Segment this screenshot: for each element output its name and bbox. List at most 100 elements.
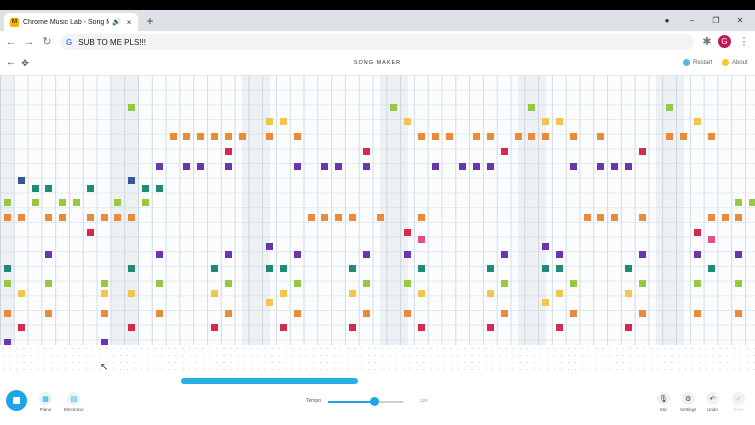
note-cell[interactable] — [280, 118, 287, 126]
note-cell[interactable] — [569, 309, 577, 317]
note-cell[interactable] — [45, 184, 53, 192]
note-cell[interactable] — [735, 280, 743, 288]
note-cell[interactable] — [280, 324, 287, 332]
note-cell[interactable] — [59, 199, 67, 207]
note-cell[interactable] — [86, 228, 94, 236]
note-cell[interactable] — [280, 265, 287, 273]
note-cell[interactable] — [680, 133, 688, 141]
note-cell[interactable] — [321, 162, 329, 170]
note-cell[interactable] — [238, 133, 246, 141]
instrument-piano-button[interactable]: ▦ Piano — [39, 392, 52, 412]
browser-tab[interactable]: M Chrome Music Lab - Song M 🔊 × — [4, 13, 138, 31]
note-cell[interactable] — [666, 103, 674, 111]
note-cell[interactable] — [473, 133, 481, 141]
note-cell[interactable] — [362, 309, 370, 317]
note-cell[interactable] — [583, 213, 591, 221]
note-cell[interactable] — [418, 265, 425, 273]
note-cell[interactable] — [707, 133, 715, 141]
note-cell[interactable] — [31, 184, 39, 192]
note-cell[interactable] — [418, 290, 425, 298]
note-cell[interactable] — [556, 290, 563, 298]
note-cell[interactable] — [4, 338, 11, 346]
note-cell[interactable] — [155, 184, 163, 192]
note-cell[interactable] — [556, 118, 563, 126]
note-cell[interactable] — [735, 309, 743, 317]
note-cell[interactable] — [142, 184, 149, 192]
note-cell[interactable] — [307, 213, 315, 221]
melody-grid[interactable] — [0, 75, 755, 346]
save-button[interactable]: ✓ Save — [732, 392, 745, 412]
note-cell[interactable] — [142, 199, 149, 207]
note-cell[interactable] — [569, 280, 577, 288]
note-cell[interactable] — [542, 265, 550, 273]
note-cell[interactable] — [611, 213, 619, 221]
note-cell[interactable] — [556, 324, 563, 332]
note-cell[interactable] — [100, 309, 108, 317]
note-cell[interactable] — [418, 133, 425, 141]
horizontal-scrollbar[interactable] — [181, 378, 358, 384]
note-cell[interactable] — [128, 213, 136, 221]
note-cell[interactable] — [362, 147, 370, 155]
note-cell[interactable] — [707, 265, 715, 273]
note-cell[interactable] — [17, 213, 25, 221]
note-cell[interactable] — [349, 324, 356, 332]
note-cell[interactable] — [473, 162, 481, 170]
note-cell[interactable] — [707, 213, 715, 221]
note-cell[interactable] — [293, 280, 301, 288]
note-cell[interactable] — [155, 250, 163, 258]
note-cell[interactable] — [45, 280, 53, 288]
window-close-button[interactable]: ✕ — [736, 16, 744, 25]
percussion-grid[interactable] — [0, 345, 755, 373]
note-cell[interactable] — [335, 213, 343, 221]
note-cell[interactable] — [542, 299, 550, 307]
note-cell[interactable] — [4, 309, 11, 317]
omnibox[interactable]: G SUB TO ME PLS!!! — [60, 34, 694, 50]
note-cell[interactable] — [638, 250, 646, 258]
note-cell[interactable] — [569, 162, 577, 170]
note-cell[interactable] — [335, 162, 343, 170]
note-cell[interactable] — [224, 309, 232, 317]
note-cell[interactable] — [4, 213, 11, 221]
note-cell[interactable] — [404, 228, 412, 236]
note-cell[interactable] — [694, 118, 701, 126]
note-cell[interactable] — [183, 133, 191, 141]
note-cell[interactable] — [542, 133, 550, 141]
note-cell[interactable] — [114, 213, 122, 221]
note-cell[interactable] — [349, 290, 356, 298]
note-cell[interactable] — [59, 213, 67, 221]
note-cell[interactable] — [100, 290, 108, 298]
note-cell[interactable] — [321, 213, 329, 221]
note-cell[interactable] — [556, 265, 563, 273]
profile-avatar[interactable]: G — [718, 35, 731, 48]
note-cell[interactable] — [666, 133, 674, 141]
note-cell[interactable] — [431, 133, 439, 141]
note-cell[interactable] — [197, 162, 205, 170]
note-cell[interactable] — [17, 177, 25, 185]
note-cell[interactable] — [611, 162, 619, 170]
note-cell[interactable] — [349, 265, 356, 273]
note-cell[interactable] — [128, 324, 136, 332]
note-cell[interactable] — [487, 133, 494, 141]
note-cell[interactable] — [349, 213, 356, 221]
note-cell[interactable] — [128, 103, 136, 111]
note-cell[interactable] — [266, 265, 274, 273]
note-cell[interactable] — [487, 265, 494, 273]
note-cell[interactable] — [211, 324, 218, 332]
note-cell[interactable] — [542, 243, 550, 251]
forward-button[interactable]: → — [23, 36, 35, 48]
note-cell[interactable] — [721, 213, 729, 221]
note-cell[interactable] — [638, 280, 646, 288]
note-cell[interactable] — [500, 147, 508, 155]
note-cell[interactable] — [707, 236, 715, 243]
reload-button[interactable]: ↻ — [42, 36, 52, 48]
move-icon[interactable]: ✥ — [21, 58, 29, 68]
note-cell[interactable] — [694, 250, 701, 258]
note-cell[interactable] — [556, 250, 563, 258]
note-cell[interactable] — [418, 324, 425, 332]
note-cell[interactable] — [362, 250, 370, 258]
note-cell[interactable] — [749, 199, 755, 207]
app-back-icon[interactable]: ← — [6, 57, 16, 68]
note-cell[interactable] — [487, 162, 494, 170]
tempo-slider-handle[interactable] — [370, 397, 379, 406]
note-cell[interactable] — [86, 184, 94, 192]
